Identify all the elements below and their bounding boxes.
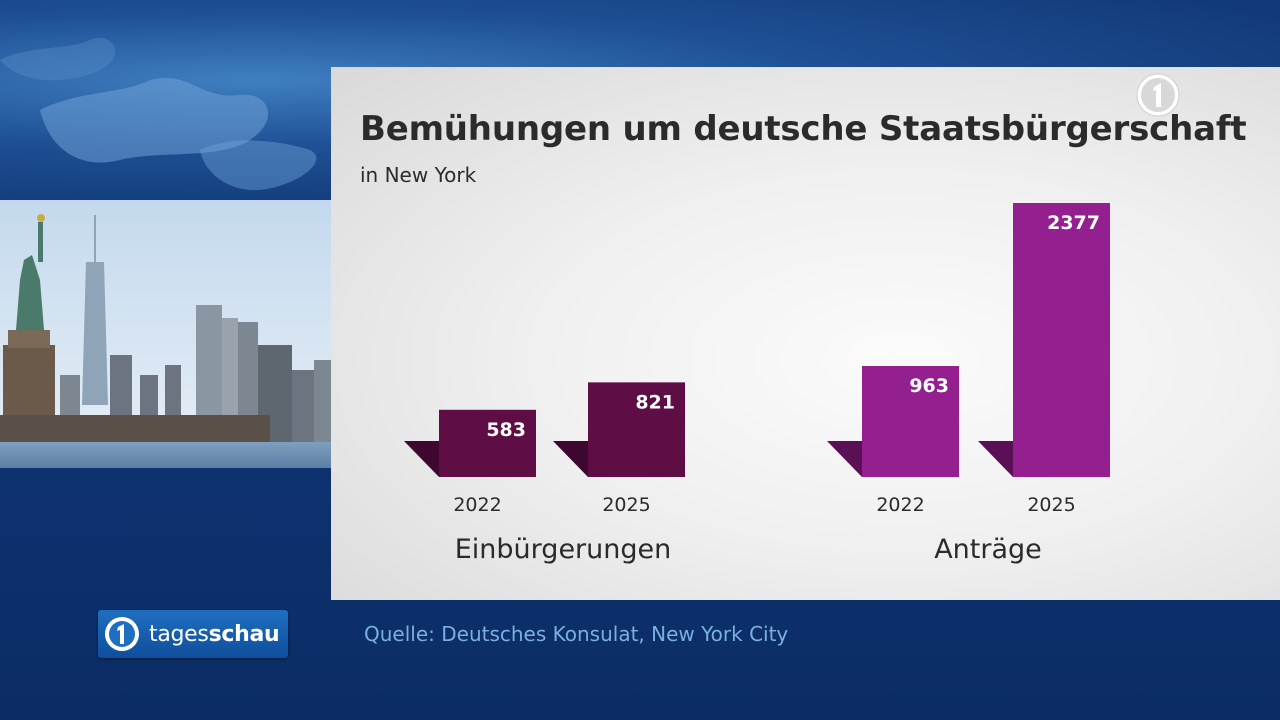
chart-card: Bemühungen um deutsche Staatsbürgerschaf… [331,67,1280,600]
bar-shadow [553,441,588,477]
bar [1013,203,1110,477]
bar-shadow [404,441,439,477]
bar [862,365,959,477]
category-tick-label: 2025 [1027,494,1075,516]
bar-value-label: 583 [486,419,526,441]
bar-value-label: 821 [635,391,675,413]
source-note: Quelle: Deutsches Konsulat, New York Cit… [364,622,789,646]
brand-name: tagesschau [149,621,280,647]
bar-value-label: 2377 [1047,212,1100,234]
bar-chart: 583 2022 821 2025 Einbürgerungen 963 2022 2377 2… [404,203,1110,565]
category-tick-label: 2022 [453,494,501,516]
bar-value-label: 963 [909,375,949,397]
bar-shadow [978,441,1013,477]
ard-logo-icon [1134,71,1182,123]
bar [439,409,536,477]
chart-title: Bemühungen um deutsche Staatsbürgerschaf… [360,109,1247,149]
group-label: Anträge [934,534,1042,565]
chart-subtitle: in New York [360,163,477,187]
tagesschau-brand: tagesschau [98,610,288,658]
ard-one-icon [105,617,139,651]
category-tick-label: 2025 [602,494,650,516]
category-tick-label: 2022 [876,494,924,516]
new-york-skyline-photo [0,200,331,468]
bar-shadow [827,441,862,477]
group-label: Einbürgerungen [455,534,672,565]
bar [588,382,685,477]
